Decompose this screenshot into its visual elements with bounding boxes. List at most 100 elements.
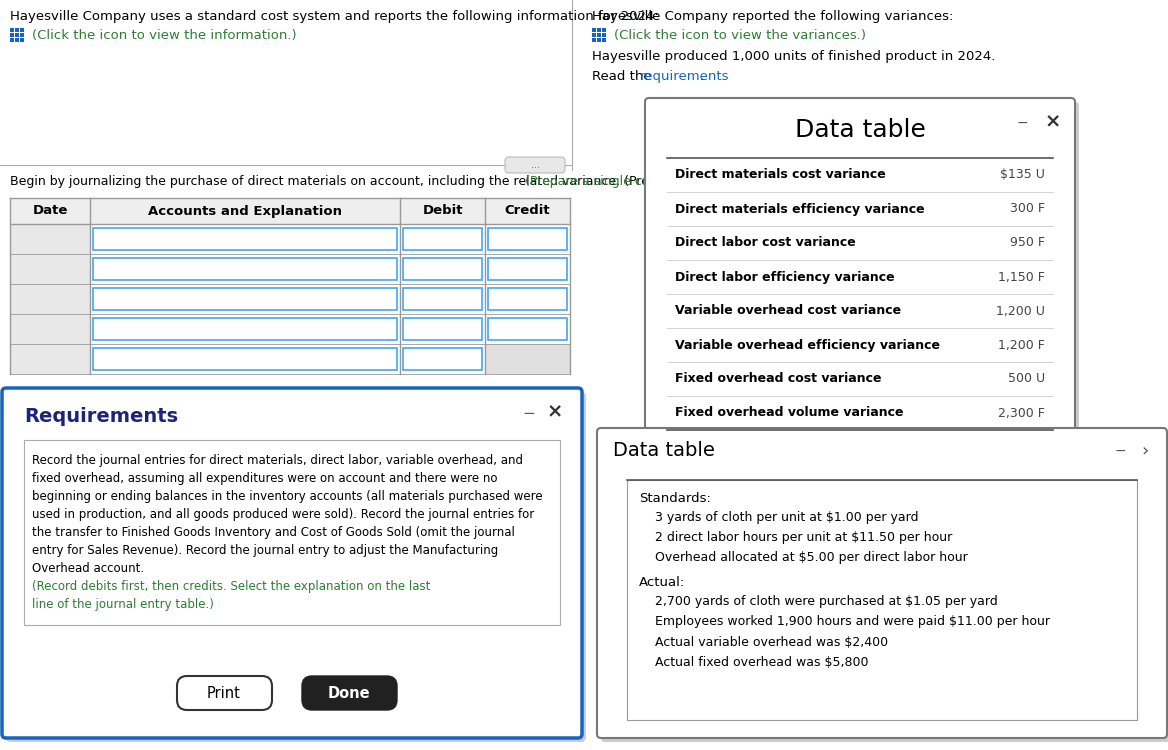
Text: ×: × (547, 402, 563, 421)
Text: Actual:: Actual: (639, 575, 686, 589)
FancyBboxPatch shape (178, 676, 272, 710)
Text: line of the journal entry table.): line of the journal entry table.) (32, 598, 214, 611)
Text: −: − (1115, 444, 1127, 458)
Text: Variable overhead cost variance: Variable overhead cost variance (675, 304, 902, 317)
Bar (11, 224, 90, 254)
Text: 2,700 yards of cloth were purchased at $1.05 per yard: 2,700 yards of cloth were purchased at $… (655, 596, 997, 608)
Text: ×: × (1045, 112, 1062, 131)
Text: Fixed overhead cost variance: Fixed overhead cost variance (675, 373, 882, 386)
Bar (11, 38, 14, 42)
Bar (15, 33, 19, 37)
Text: (Click the icon to view the variances.): (Click the icon to view the variances.) (614, 29, 865, 42)
Bar (597, 28, 602, 32)
Bar (403, 258, 482, 280)
Text: Accounts and Explanation: Accounts and Explanation (148, 205, 342, 218)
Text: (Prepare a single com: (Prepare a single com (524, 175, 661, 188)
Bar (11, 254, 90, 284)
Text: Employees worked 1,900 hours and were paid $11.00 per hour: Employees worked 1,900 hours and were pa… (655, 616, 1050, 628)
Bar (25, 440, 559, 625)
Text: Requirements: Requirements (25, 406, 179, 425)
Text: Data table: Data table (613, 440, 715, 460)
Bar (15, 28, 19, 32)
FancyBboxPatch shape (645, 98, 1075, 480)
Bar (592, 28, 596, 32)
Text: the transfer to Finished Goods Inventory and Cost of Goods Sold (omit the journa: the transfer to Finished Goods Inventory… (32, 526, 515, 539)
Bar (93, 348, 397, 370)
FancyBboxPatch shape (303, 676, 397, 710)
Bar (93, 258, 397, 280)
Text: used in production, and all goods produced were sold). Record the journal entrie: used in production, and all goods produc… (32, 508, 534, 521)
Text: 2,300 F: 2,300 F (999, 406, 1045, 419)
Text: Begin by journalizing the purchase of direct materials on account, including the: Begin by journalizing the purchase of di… (11, 175, 760, 188)
Bar (20, 38, 25, 42)
Bar (403, 228, 482, 250)
Bar (485, 344, 570, 374)
FancyBboxPatch shape (2, 388, 582, 738)
Text: Variable overhead efficiency variance: Variable overhead efficiency variance (675, 338, 940, 352)
Text: requirements: requirements (640, 70, 730, 83)
Text: 1,200 U: 1,200 U (996, 304, 1045, 317)
Bar (602, 33, 606, 37)
Text: (Click the icon to view the information.): (Click the icon to view the information.… (32, 29, 297, 42)
Text: ›: › (1141, 442, 1148, 460)
Text: fixed overhead, assuming all expenditures were on account and there were no: fixed overhead, assuming all expenditure… (32, 472, 498, 485)
FancyBboxPatch shape (597, 428, 1167, 738)
Bar (488, 288, 566, 310)
Text: Standards:: Standards: (639, 491, 711, 505)
Text: (Record debits first, then credits. Select the explanation on the last: (Record debits first, then credits. Sele… (32, 580, 430, 593)
Text: $135 U: $135 U (1000, 169, 1045, 182)
Text: Hayesville Company reported the following variances:: Hayesville Company reported the followin… (592, 10, 953, 23)
Bar (11, 314, 90, 344)
Text: 2 direct labor hours per unit at $11.50 per hour: 2 direct labor hours per unit at $11.50 … (655, 532, 952, 544)
Bar (15, 38, 19, 42)
FancyBboxPatch shape (505, 157, 565, 173)
Text: Actual fixed overhead was $5,800: Actual fixed overhead was $5,800 (655, 656, 869, 668)
Text: Debit: Debit (423, 205, 463, 218)
Text: 500 U: 500 U (1008, 373, 1045, 386)
Bar (403, 318, 482, 340)
Text: Data table: Data table (794, 118, 925, 142)
Bar (488, 258, 566, 280)
Text: Direct labor efficiency variance: Direct labor efficiency variance (675, 271, 895, 284)
Bar (403, 348, 482, 370)
Text: Record the journal entries for direct materials, direct labor, variable overhead: Record the journal entries for direct ma… (32, 454, 523, 467)
Bar (488, 318, 566, 340)
Bar (20, 28, 25, 32)
Bar (602, 38, 606, 42)
Bar (11, 33, 14, 37)
FancyBboxPatch shape (6, 392, 586, 742)
Bar (627, 480, 1136, 720)
Text: 1,150 F: 1,150 F (999, 271, 1045, 284)
Text: ...: ... (530, 160, 540, 170)
Text: Date: Date (33, 205, 68, 218)
Bar (11, 284, 90, 314)
Bar (597, 33, 602, 37)
Bar (592, 33, 596, 37)
Text: Read the: Read the (592, 70, 656, 83)
Bar (93, 228, 397, 250)
Bar (11, 198, 570, 224)
Text: .: . (700, 70, 704, 83)
Bar (11, 28, 14, 32)
Bar (602, 28, 606, 32)
Text: 3 yards of cloth per unit at $1.00 per yard: 3 yards of cloth per unit at $1.00 per y… (655, 512, 918, 524)
Text: Done: Done (328, 686, 370, 700)
Text: Credit: Credit (505, 205, 550, 218)
Text: entry for Sales Revenue). Record the journal entry to adjust the Manufacturing: entry for Sales Revenue). Record the jou… (32, 544, 499, 557)
Bar (93, 288, 397, 310)
Text: Direct labor cost variance: Direct labor cost variance (675, 236, 856, 250)
Text: 300 F: 300 F (1010, 202, 1045, 215)
Text: Fixed overhead volume variance: Fixed overhead volume variance (675, 406, 904, 419)
Text: beginning or ending balances in the inventory accounts (all materials purchased : beginning or ending balances in the inve… (32, 490, 543, 503)
Text: 1,200 F: 1,200 F (999, 338, 1045, 352)
Text: −: − (522, 406, 535, 421)
Text: Direct materials efficiency variance: Direct materials efficiency variance (675, 202, 925, 215)
Text: −: − (1017, 116, 1029, 130)
Text: Overhead allocated at $5.00 per direct labor hour: Overhead allocated at $5.00 per direct l… (655, 551, 968, 565)
Text: Hayesville produced 1,000 units of finished product in 2024.: Hayesville produced 1,000 units of finis… (592, 50, 995, 63)
Bar (592, 38, 596, 42)
Bar (93, 318, 397, 340)
FancyBboxPatch shape (602, 432, 1168, 742)
Bar (403, 288, 482, 310)
Text: Hayesville Company uses a standard cost system and reports the following informa: Hayesville Company uses a standard cost … (11, 10, 659, 23)
